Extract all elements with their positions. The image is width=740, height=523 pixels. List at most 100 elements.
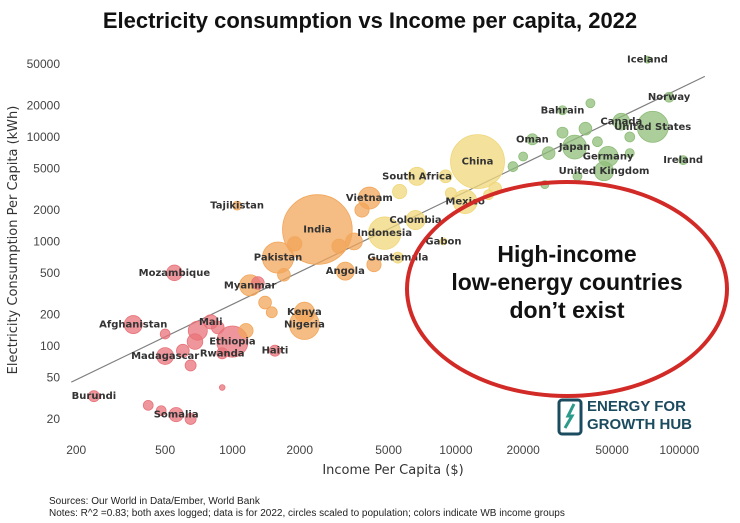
bubble-afghanistan [123,315,143,334]
x-tick-label: 5000 [375,443,402,457]
country-label-indonesia: Indonesia [357,228,412,239]
chart-title: Electricity consumption vs Income per ca… [102,8,638,33]
bubble [331,238,347,254]
bubble [624,131,636,143]
logo-line-2: GROWTH HUB [587,416,692,433]
bubble-guatemala [391,251,404,264]
footer-notes: Notes: R^2 =0.83; both axes logged; data… [49,508,565,519]
country-label-kenya: Kenya [287,307,322,318]
y-tick-label: 20 [47,412,61,426]
bubble [354,202,370,218]
x-axis-label: Income Per Capita ($) [322,463,463,478]
bubble [518,151,529,162]
y-tick-label: 200 [40,307,60,321]
bubble-mozambique [166,264,183,282]
country-label-bahrain: Bahrain [541,105,585,116]
y-tick-label: 500 [40,266,60,280]
bubble-united-kingdom [594,161,614,182]
footer: Sources: Our World in Data/Ember, World … [49,496,565,520]
country-label-ireland: Ireland [663,155,703,166]
logo-text: ENERGY FOR GROWTH HUB [587,398,692,434]
country-label-norway: Norway [648,92,691,103]
bubble-kenya [293,301,315,323]
y-tick-label: 10000 [27,130,61,144]
bubble-indonesia [368,216,402,250]
y-tick-label: 20000 [27,98,61,112]
country-label-rwanda: Rwanda [200,348,245,359]
x-tick-label: 50000 [595,443,629,457]
bubble-angola [335,261,355,281]
bubble-bahrain [557,105,568,116]
bubble [585,98,596,109]
bubble-south-africa [407,166,427,186]
footer-sources: Sources: Our World in Data/Ember, World … [49,496,260,507]
country-label-mexico: Mexico [445,197,485,208]
bubble-united-states [636,110,669,143]
country-label-mozambique: Mozambique [139,268,211,279]
y-axis-ticks: 20 50 100 200 500 1000 2000 5000 10000 20000 50000 [27,57,61,426]
x-tick-label: 10000 [439,443,473,457]
bubble-tajikistan [232,200,243,211]
callout-line: don’t exist [509,297,625,323]
bubble-rwanda [216,347,229,360]
callout-ellipse [405,180,729,398]
x-tick-label: 20000 [506,443,540,457]
bubble-madagascar [156,347,174,365]
country-label-somalia: Somalia [154,410,199,421]
country-label-haiti: Haiti [262,346,289,357]
country-label-iceland: Iceland [627,55,668,66]
callout-text: High-income low-energy countries don’t e… [424,240,710,324]
y-tick-label: 100 [40,339,60,353]
bubble-norway [663,91,675,103]
bubble [184,413,197,425]
country-label-ethiopia: Ethiopia [209,337,255,348]
country-label-madagascar: Madagascar [131,351,199,362]
callout-line: low-energy countries [451,269,683,295]
bubble [211,320,225,335]
country-label-india: India [303,225,331,236]
bubble [578,121,593,136]
bubble [345,232,363,251]
bubble [438,169,453,184]
country-label-angola: Angola [326,266,365,277]
country-label-vietnam: Vietnam [346,193,393,204]
bubble [184,359,197,372]
y-tick-label: 2000 [33,203,60,217]
bubble [592,136,603,148]
logo-line-1: ENERGY FOR [587,398,686,415]
bubble-colombia [405,210,426,231]
bubble [186,333,204,350]
bubble [444,187,457,200]
y-axis-label: Electricity Consumption Per Capita (kWh) [6,106,21,375]
bubble [238,323,254,339]
country-label-germany: Germany [583,151,634,162]
x-axis-ticks: 200 500 1000 2000 5000 10000 20000 50000 100000 [66,443,699,457]
bubble-haiti [269,344,281,357]
y-tick-label: 50000 [27,57,61,71]
bubble-oman [526,133,539,146]
bubble [507,161,519,172]
country-label-nigeria: Nigeria [284,320,325,331]
bubble [155,405,167,417]
bubble-china [450,134,505,190]
bubble-japan [562,134,587,160]
country-label-colombia: Colombia [389,215,441,226]
country-label-united-kingdom: United Kingdom [559,166,650,177]
x-tick-label: 1000 [219,443,246,457]
country-label-afghanistan: Afghanistan [99,320,167,331]
bubble [392,184,408,200]
callout-line: High-income [497,241,637,267]
x-tick-label: 100000 [659,443,699,457]
bubble-canada [612,112,631,131]
y-tick-label: 50 [47,370,61,384]
bubble [265,306,278,319]
bubble-somalia [168,407,184,423]
y-tick-label: 1000 [33,234,60,248]
bubble-ireland [678,155,689,166]
bubble-iceland [643,55,652,64]
country-label-guatemala: Guatemala [367,253,428,264]
bubble [159,328,171,340]
y-tick-label: 5000 [33,161,60,175]
bubble [176,343,190,358]
